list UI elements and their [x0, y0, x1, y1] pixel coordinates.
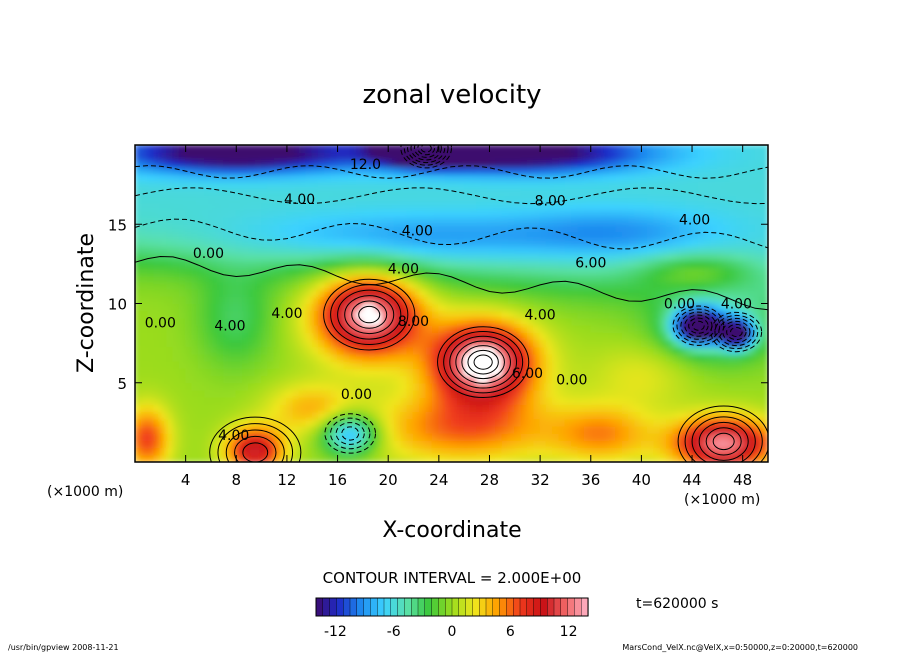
x-axis-label: X-coordinate — [382, 518, 521, 543]
contour-label: 4.00 — [271, 306, 302, 322]
colorbar-swatch — [479, 598, 486, 616]
contour-label: 12.0 — [350, 157, 381, 173]
colorbar-swatch — [411, 598, 418, 616]
colorbar-swatch — [432, 598, 439, 616]
colorbar-swatch — [343, 598, 350, 616]
colorbar-swatch — [520, 598, 527, 616]
chart-title: zonal velocity — [362, 80, 541, 110]
colorbar-swatch — [336, 598, 343, 616]
colorbar-tick-label: 12 — [560, 624, 578, 640]
colorbar-swatch — [377, 598, 384, 616]
contour-label: 8.00 — [398, 314, 429, 330]
colorbar-swatch — [418, 598, 425, 616]
colorbar-swatch — [534, 598, 541, 616]
x-tick-label: 48 — [733, 471, 752, 489]
x-unit-left: (×1000 m) — [47, 484, 123, 500]
x-tick-label: 16 — [328, 471, 347, 489]
colorbar-swatch — [350, 598, 357, 616]
colorbar-swatch — [438, 598, 445, 616]
colorbar-swatch — [568, 598, 575, 616]
colorbar-swatch — [384, 598, 391, 616]
colorbar-swatch — [445, 598, 452, 616]
contour-label: 6.00 — [512, 366, 543, 382]
colorbar-swatch — [561, 598, 568, 616]
colorbar-swatch — [391, 598, 398, 616]
colorbar-swatch — [425, 598, 432, 616]
colorbar-swatch — [486, 598, 493, 616]
colorbar-ticks: -12 -6 0 6 12 — [324, 624, 578, 640]
contour-label: 0.00 — [664, 297, 695, 313]
x-tick-label: 40 — [632, 471, 651, 489]
contour-label: 4.00 — [214, 319, 245, 335]
colorbar-swatch — [581, 598, 588, 616]
colorbar-tick-label: -6 — [387, 624, 401, 640]
x-tick-label: 12 — [277, 471, 296, 489]
contour-interval: CONTOUR INTERVAL = 2.000E+00 — [323, 569, 582, 587]
colorbar-swatch — [398, 598, 405, 616]
x-tick-label: 36 — [581, 471, 600, 489]
time-stamp: t=620000 s — [636, 596, 718, 612]
y-tick-label: 5 — [117, 375, 127, 393]
x-tick-label: 32 — [531, 471, 550, 489]
contour-label: 0.00 — [341, 387, 372, 403]
colorbar-tick-label: 6 — [506, 624, 515, 640]
x-tick-label: 24 — [429, 471, 448, 489]
x-tick-label: 8 — [232, 471, 242, 489]
plot-area: 12.0 4.00 8.00 4.00 4.00 0.00 4.00 6.00 4.00 4.00… — [134, 128, 769, 487]
colorbar-tick-label: 0 — [448, 624, 457, 640]
x-unit-right: (×1000 m) — [684, 492, 760, 508]
contour-label: 4.00 — [388, 262, 419, 278]
contour-label: 4.00 — [402, 224, 433, 240]
colorbar-swatch — [452, 598, 459, 616]
x-tick-label: 20 — [379, 471, 398, 489]
colorbar-swatch — [547, 598, 554, 616]
contour-label: 4.00 — [679, 213, 710, 229]
colorbar-tick-label: -12 — [324, 624, 347, 640]
colorbar-swatch — [500, 598, 507, 616]
contour-label: 0.00 — [556, 373, 587, 389]
colorbar-swatch — [493, 598, 500, 616]
colorbar-swatch — [364, 598, 371, 616]
y-tick-label: 10 — [108, 296, 127, 314]
contour-label: 0.00 — [193, 246, 224, 262]
colorbar-swatch — [527, 598, 534, 616]
x-tick-label: 44 — [682, 471, 701, 489]
footer-right: MarsCond_VelX.nc@VelX,x=0:50000,z=0:2000… — [622, 643, 858, 652]
colorbar-swatch — [459, 598, 466, 616]
contour-label: 4.00 — [284, 192, 315, 208]
colorbar-swatch — [506, 598, 513, 616]
contour-label: 8.00 — [535, 194, 566, 210]
colorbar-swatch — [323, 598, 330, 616]
colorbar-swatch — [370, 598, 377, 616]
y-axis-label: Z-coordinate — [74, 233, 99, 373]
contour-label: 6.00 — [575, 255, 606, 271]
footer-left: /usr/bin/gpview 2008-11-21 — [8, 643, 119, 652]
colorbar-swatch — [330, 598, 337, 616]
contour-label: 0.00 — [145, 316, 176, 332]
colorbar-swatch — [357, 598, 364, 616]
colorbar-swatch — [540, 598, 547, 616]
colorbar-swatch — [316, 598, 323, 616]
colorbar-swatch — [472, 598, 479, 616]
contour-label: 4.00 — [218, 428, 249, 444]
y-tick-label: 15 — [108, 216, 127, 234]
colorbar — [316, 598, 588, 616]
colorbar-swatch — [554, 598, 561, 616]
colorbar-swatch — [404, 598, 411, 616]
x-tick-label: 28 — [480, 471, 499, 489]
contour-label: 4.00 — [721, 297, 752, 313]
colorbar-swatch — [466, 598, 473, 616]
colorbar-swatch — [574, 598, 581, 616]
contour-label: 4.00 — [525, 308, 556, 324]
colorbar-swatch — [513, 598, 520, 616]
x-tick-label: 4 — [181, 471, 191, 489]
